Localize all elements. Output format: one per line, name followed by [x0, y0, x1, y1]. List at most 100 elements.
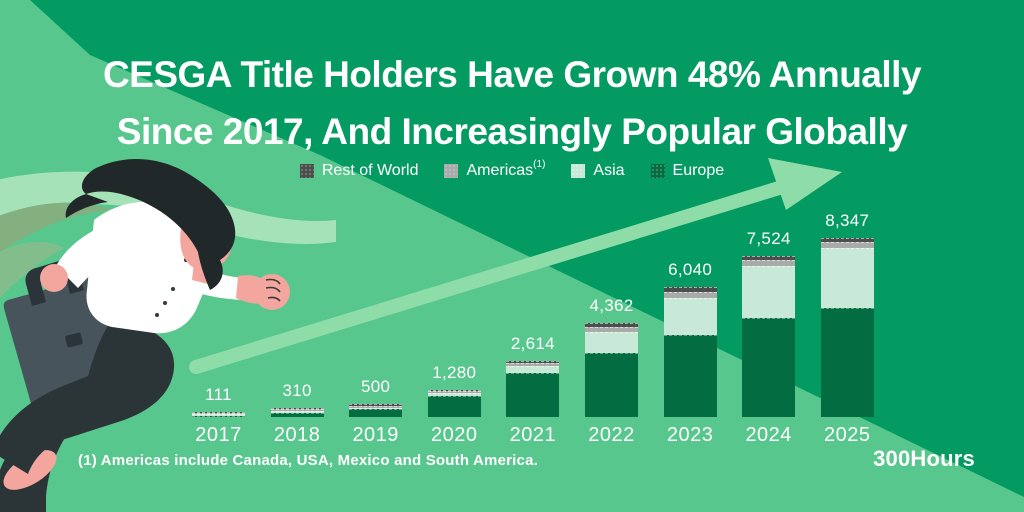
legend-label: Americas(1): [466, 158, 546, 179]
bar-stack: [663, 287, 717, 417]
value-label: 500: [361, 377, 391, 397]
hair: [81, 158, 236, 290]
value-label: 111: [205, 384, 232, 404]
bar-2024: 7,524 2024: [742, 229, 796, 446]
segment-rest-of-world: [506, 360, 560, 363]
title-line-1: CESGA Title Holders Have Grown 48% Annua…: [102, 54, 922, 95]
value-label: 7,524: [746, 228, 791, 248]
segment-americas: [192, 413, 245, 415]
year-label: 2022: [588, 423, 635, 446]
segment-rest-of-world: [585, 323, 638, 327]
legend-label: Europe: [672, 162, 725, 179]
year-label: 2023: [666, 423, 714, 446]
bar-2018: 310 2018: [270, 381, 324, 446]
legs: [0, 320, 175, 474]
year-label: 2019: [352, 423, 399, 446]
legend-footnote-marker: (1): [533, 158, 546, 170]
fist-lines: [265, 278, 281, 302]
segment-rest-of-world: [349, 404, 403, 406]
value-label: 2,614: [510, 333, 555, 353]
title-line-2: Since 2017, And Increasingly Popular Glo…: [116, 111, 908, 152]
legend-item-rest-of-world: Rest of World: [299, 162, 419, 180]
segment-europe: [270, 412, 324, 417]
legend-label: Rest of World: [321, 162, 419, 179]
bar-stack: [427, 389, 481, 417]
bar-stack: [585, 323, 638, 417]
segment-europe: [663, 334, 717, 417]
bar-2021: 2,614 2021: [506, 334, 560, 446]
hand-left: [40, 264, 68, 292]
year-label: 2018: [273, 423, 321, 446]
segment-americas: [506, 362, 560, 366]
year-label: 2024: [745, 423, 792, 446]
segment-americas: [742, 260, 796, 267]
segment-asia: [192, 414, 245, 416]
segment-asia: [585, 331, 638, 353]
fist: [254, 274, 290, 310]
segment-rest-of-world: [742, 255, 796, 261]
segment-europe: [192, 415, 245, 417]
bar-2025: 8,347 2025: [820, 211, 874, 446]
legend-item-asia: Asia: [571, 162, 625, 180]
bar-stack: [270, 407, 324, 417]
segment-asia: [349, 407, 403, 410]
segment-americas: [427, 391, 481, 394]
brand-logo: 300Hours: [873, 446, 975, 471]
illustration-runner: [0, 158, 290, 512]
bar-stack: [820, 238, 874, 417]
year-label: 2025: [824, 424, 871, 446]
segment-rest-of-world: [427, 389, 481, 392]
segment-asia: [820, 248, 874, 309]
bar-2019: 500 2019: [349, 377, 403, 446]
segment-asia: [270, 411, 324, 413]
year-label: 2017: [195, 423, 242, 446]
value-label: 8,347: [825, 211, 870, 230]
segment-europe: [506, 373, 560, 417]
footnote: (1) Americas include Canada, USA, Mexico…: [78, 452, 538, 469]
legend-item-americas: Americas(1): [444, 158, 546, 180]
year-label: 2020: [431, 423, 478, 446]
value-label: 1,280: [432, 362, 477, 382]
legend-swatch: [444, 164, 459, 178]
segment-asia: [663, 297, 717, 335]
bar-2017: 111 2017: [192, 385, 245, 446]
legend-label: Asia: [593, 162, 625, 179]
year-label: 2021: [509, 423, 557, 446]
segment-rest-of-world: [820, 238, 874, 243]
legend-item-europe: Europe: [650, 162, 725, 180]
bar-2020: 1,280 2020: [427, 363, 481, 446]
segment-asia: [742, 266, 796, 319]
value-label: 4,362: [589, 296, 634, 316]
bar-stack: [506, 360, 560, 417]
segment-americas: [820, 242, 874, 249]
bar-stack: [349, 404, 403, 417]
value-label: 310: [282, 380, 312, 400]
segment-americas: [585, 326, 638, 332]
bar-2022: 4,362 2022: [585, 296, 638, 446]
segment-europe: [742, 318, 796, 417]
segment-rest-of-world: [663, 287, 717, 292]
foot: [3, 450, 57, 490]
segment-europe: [585, 352, 638, 417]
segment-rest-of-world: [270, 407, 324, 410]
segment-europe: [349, 409, 403, 417]
segment-americas: [270, 409, 324, 411]
value-label: 6,040: [668, 260, 713, 280]
segment-americas: [663, 291, 717, 298]
legend-swatch: [571, 164, 586, 178]
bar-2023: 6,040 2023: [663, 260, 717, 446]
legend-swatch: [299, 164, 314, 178]
legend-swatch: [650, 164, 665, 178]
segment-rest-of-world: [192, 411, 245, 414]
bar-stack: [742, 255, 796, 417]
segment-americas: [349, 405, 403, 408]
segment-europe: [427, 395, 481, 417]
bar-stack: [192, 411, 245, 417]
segment-asia: [506, 365, 560, 374]
segment-asia: [427, 393, 481, 396]
page-title: CESGA Title Holders Have Grown 48% Annua…: [0, 46, 1024, 160]
chart-legend: Rest of World Americas(1) Asia Europe: [0, 158, 1024, 180]
